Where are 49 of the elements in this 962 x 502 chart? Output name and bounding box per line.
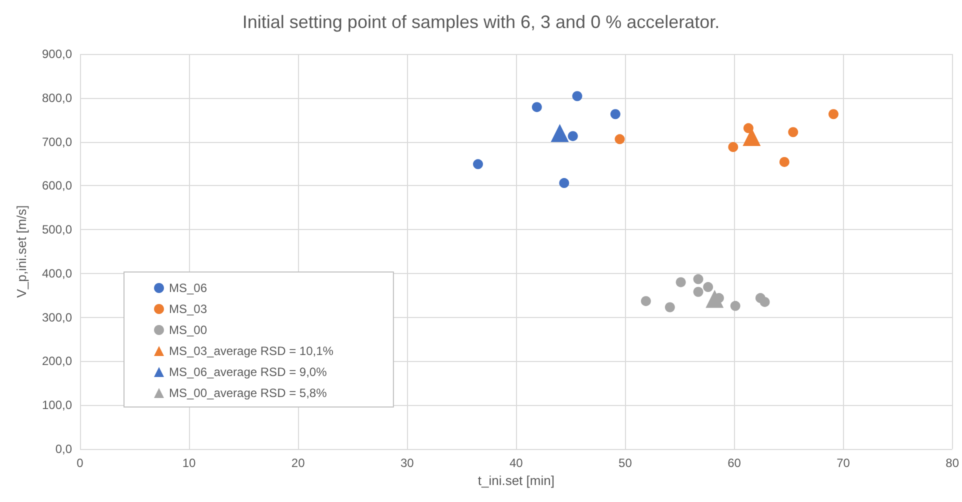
y-tick-label: 400,0 [42,266,72,280]
y-tick-label: 800,0 [42,90,72,105]
legend-label: MS_03 [169,302,208,316]
point [693,274,704,284]
point [676,277,686,288]
x-tick-label: 20 [291,456,306,470]
point [640,296,651,306]
x-axis-title: t_ini.set [min] [478,473,554,488]
y-tick-label: 100,0 [42,398,72,412]
point [730,300,740,311]
point [532,102,542,112]
y-tick-label: 700,0 [42,134,72,149]
point [614,134,625,144]
point [828,109,838,120]
x-tick-label: 50 [618,456,632,470]
x-tick-label: 80 [946,456,960,470]
point [568,131,578,142]
y-tick-label: 500,0 [42,222,72,237]
point [760,296,770,307]
point [550,124,569,142]
x-tick-label: 70 [836,456,850,470]
x-tick-label: 10 [182,456,196,470]
x-tick-label: 30 [400,456,414,470]
y-tick-label: 0,0 [55,442,72,456]
point [473,159,483,170]
point [572,91,582,102]
y-tick-label: 900,0 [42,47,72,61]
point [703,282,714,292]
point [779,156,790,167]
x-tick-label: 0 [76,456,84,470]
x-tick-label: 40 [509,456,524,470]
legend-label: MS_00_average RSD = 5,8% [169,386,328,400]
point [559,178,570,188]
point [693,286,704,297]
y-axis-title: V_p,ini.set [m/s] [14,205,29,298]
point [664,302,675,312]
legend-label: MS_06_average RSD = 9,0% [169,365,328,379]
y-tick-label: 300,0 [42,310,72,324]
y-tick-label: 200,0 [42,354,72,368]
chart-title: Initial setting point of samples with 6, 3 and 0 % accelerator. [242,12,720,32]
legend-label: MS_03_average RSD = 10,1% [169,344,334,358]
point [788,127,798,138]
point [728,142,738,152]
x-tick-label: 60 [728,456,742,470]
legend-label: MS_00 [169,323,208,337]
point [610,109,620,120]
y-tick-label: 600,0 [42,178,72,193]
legend-label: MS_06 [169,281,208,295]
point [706,290,724,308]
